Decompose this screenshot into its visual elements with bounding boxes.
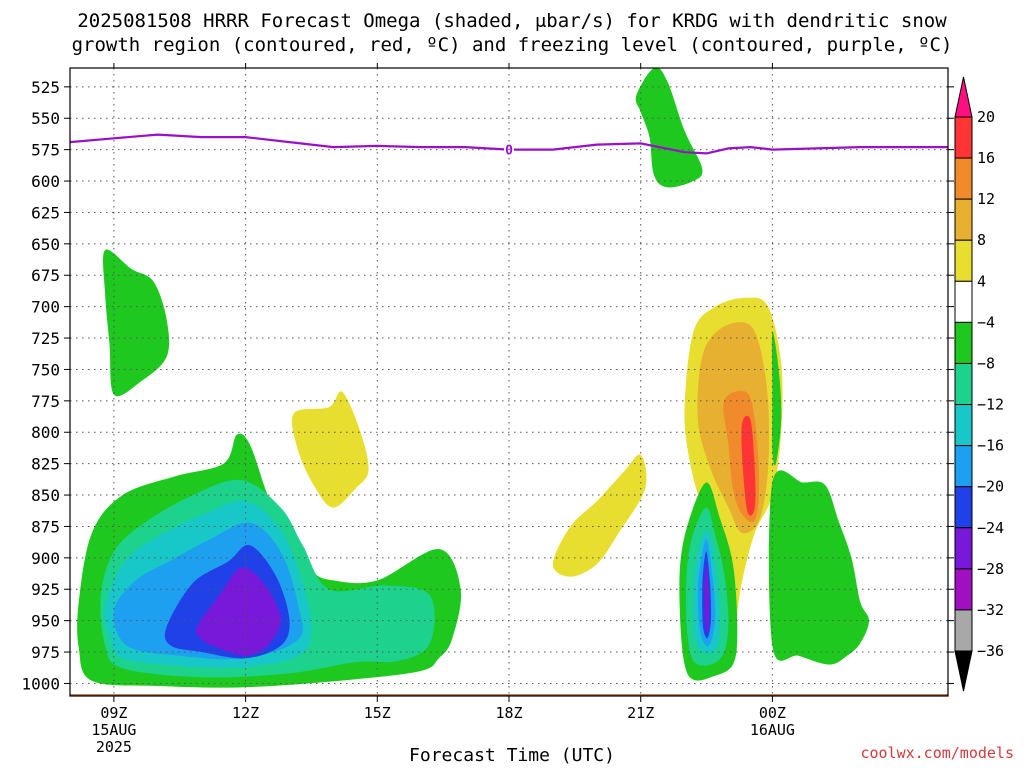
colorbar-bin-12 xyxy=(954,157,973,200)
omega-region-yellow-1330 xyxy=(291,391,369,508)
colorbar-top-triangle xyxy=(954,76,973,118)
y-tick-label-575: 575 xyxy=(31,141,60,160)
colorbar-bin-4 xyxy=(954,239,973,282)
freezing-level-label: 0 xyxy=(505,144,513,159)
colorbar-label-3: 8 xyxy=(977,231,986,249)
colorbar-label-12: −32 xyxy=(977,601,1004,619)
colorbar-label-7: −12 xyxy=(977,396,1004,414)
colorbar-label-9: −20 xyxy=(977,478,1004,496)
y-tick-label-850: 850 xyxy=(31,486,60,505)
x-tick-date-00Z: 16AUG xyxy=(750,721,795,739)
colorbar-bin-16 xyxy=(954,116,973,159)
y-tick-label-650: 650 xyxy=(31,235,60,254)
y-tick-label-950: 950 xyxy=(31,612,60,631)
colorbar: 20 16 12 8 4 −4 −8 −12 −16 −20 −24 −28 −32 −36 xyxy=(954,76,1004,692)
y-tick-label-825: 825 xyxy=(31,455,60,474)
y-tick-label-525: 525 xyxy=(31,78,60,97)
colorbar-bin--8 xyxy=(954,321,973,364)
colorbar-bin--28 xyxy=(954,527,973,570)
omega-region-green-0900-upper xyxy=(102,249,170,397)
y-tick-label-600: 600 xyxy=(31,172,60,191)
colorbar-label-11: −28 xyxy=(977,560,1004,578)
colorbar-bin--12 xyxy=(954,362,973,406)
chart-title-line-2: growth region (contoured, red, ºC) and f… xyxy=(71,34,953,56)
colorbar-bottom-triangle xyxy=(954,650,973,692)
x-tick-label-00Z: 00Z xyxy=(759,704,786,722)
x-tick-label-12Z: 12Z xyxy=(232,704,259,722)
y-tick-label-725: 725 xyxy=(31,329,60,348)
y-tick-label-925: 925 xyxy=(31,580,60,599)
colorbar-bin--24 xyxy=(954,486,973,529)
colorbar-label-0: 20 xyxy=(977,108,995,126)
colorbar-label-8: −16 xyxy=(977,437,1004,455)
y-tick-label-900: 900 xyxy=(31,549,60,568)
x-axis-title: Forecast Time (UTC) xyxy=(409,745,615,766)
omega-region-green-0000-lower xyxy=(768,470,869,665)
contour-lines: 0 xyxy=(70,133,948,159)
colorbar-bin--20 xyxy=(954,445,973,488)
y-tick-label-625: 625 xyxy=(31,203,60,222)
omega-region-green-2100-upper xyxy=(635,68,703,188)
x-tick-year-09Z: 2025 xyxy=(96,738,132,756)
omega-region-purple-2200-lower xyxy=(704,563,710,633)
omega-shading xyxy=(70,68,948,696)
y-tick-label-775: 775 xyxy=(31,392,60,411)
colorbar-bin--36 xyxy=(954,609,973,652)
colorbar-label-6: −8 xyxy=(977,354,995,372)
credit-text: coolwx.com/models xyxy=(860,744,1014,762)
colorbar-bin-8 xyxy=(954,198,973,241)
colorbar-label-10: −24 xyxy=(977,519,1004,537)
colorbar-label-13: −36 xyxy=(977,642,1004,660)
surface-strip xyxy=(70,694,948,696)
x-tick-label-15Z: 15Z xyxy=(364,704,391,722)
axes: 525 550 575 600 625 650 675 700 725 750 775 800 825 8… xyxy=(21,63,954,756)
colorbar-label-4: 4 xyxy=(977,272,986,290)
omega-region-yellow-2000 xyxy=(552,454,647,577)
colorbar-label-2: 12 xyxy=(977,190,995,208)
x-tick-label-21Z: 21Z xyxy=(627,704,654,722)
chart-title-line-1: 2025081508 HRRR Forecast Omega (shaded, … xyxy=(77,10,947,32)
omega-region-purple-lower-main xyxy=(196,567,281,656)
x-tick-label-09Z: 09Z xyxy=(100,704,127,722)
y-tick-label-875: 875 xyxy=(31,517,60,536)
freezing-level-line xyxy=(70,133,948,155)
y-tick-label-675: 675 xyxy=(31,266,60,285)
freezing-level-label-bg xyxy=(504,141,514,157)
y-tick-label-975: 975 xyxy=(31,643,60,662)
y-tick-label-800: 800 xyxy=(31,423,60,442)
y-tick-label-750: 750 xyxy=(31,360,60,379)
omega-region-red-2300 xyxy=(741,415,756,516)
colorbar-bin--16 xyxy=(954,404,973,447)
y-tick-label-1000: 1000 xyxy=(21,674,60,693)
colorbar-bin--4 xyxy=(954,280,973,323)
colorbar-label-5: −4 xyxy=(977,313,995,331)
colorbar-bin--32 xyxy=(954,568,973,611)
y-tick-label-550: 550 xyxy=(31,109,60,128)
colorbar-label-1: 16 xyxy=(977,149,995,167)
x-tick-date-09Z: 15AUG xyxy=(91,721,136,739)
y-tick-label-700: 700 xyxy=(31,298,60,317)
x-tick-label-18Z: 18Z xyxy=(495,704,522,722)
